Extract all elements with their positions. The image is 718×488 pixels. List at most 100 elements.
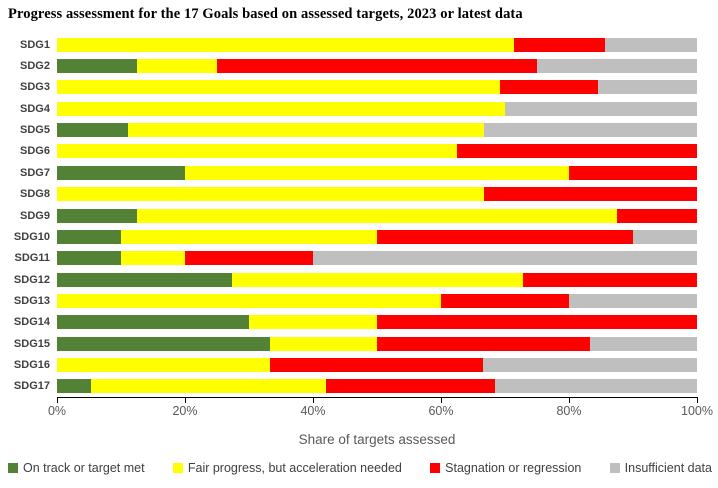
x-tick-label: 0% (47, 404, 67, 418)
legend-item: Stagnation or regression (430, 461, 581, 475)
bar-track (57, 358, 697, 373)
bar-segment (499, 80, 599, 95)
bar-segment (326, 379, 495, 394)
bar-segment (441, 293, 569, 308)
bar-segment (494, 379, 697, 394)
bar-segment (57, 358, 271, 373)
category-label-sdg9: SDG9 (20, 209, 50, 222)
bar-segment (121, 229, 377, 244)
bar-segment (377, 229, 633, 244)
y-axis-labels: SDG1 SDG2 SDG3 SDG4 SDG5 SDG6 SDG7 SDG8 SDG9 SDG1… (0, 34, 50, 397)
legend-swatch-icon (172, 463, 183, 473)
bar-segment (457, 144, 697, 159)
category-label-sdg13: SDG13 (13, 294, 50, 307)
bar-track (57, 144, 697, 159)
bar-row-sdg4 (57, 98, 697, 119)
bar-segment (569, 293, 697, 308)
bar-row-sdg3 (57, 77, 697, 98)
legend-swatch-icon (8, 463, 18, 473)
x-tick-label: 80% (556, 404, 582, 418)
category-label-sdg3: SDG3 (20, 81, 50, 94)
bar-segment (537, 59, 697, 74)
bar-segment (57, 123, 129, 138)
bar-track (57, 37, 697, 52)
bar-segment (57, 165, 185, 180)
bar-segment (633, 229, 697, 244)
category-label-sdg14: SDG14 (13, 316, 50, 329)
bar-segment (483, 123, 697, 138)
bar-segment (313, 251, 697, 266)
bar-row-sdg1 (57, 34, 697, 55)
category-label-sdg16: SDG16 (13, 359, 50, 372)
legend-item: Fair progress, but acceleration needed (172, 461, 402, 475)
category-label-sdg2: SDG2 (20, 60, 50, 73)
bar-segment (185, 251, 313, 266)
bar-row-sdg2 (57, 55, 697, 76)
bar-track (57, 80, 697, 95)
bar-segment (57, 37, 514, 52)
bar-row-sdg7 (57, 162, 697, 183)
bar-segment (376, 336, 591, 351)
bar-segment (483, 358, 697, 373)
bar-segment (217, 59, 537, 74)
bar-segment (57, 293, 441, 308)
bar-segment (231, 272, 523, 287)
bar-track (57, 293, 697, 308)
bar-row-sdg13 (57, 290, 697, 311)
x-tick-label: 40% (300, 404, 326, 418)
category-label-sdg5: SDG5 (20, 124, 50, 137)
x-tick-label: 100% (681, 404, 713, 418)
legend-label: Stagnation or regression (445, 461, 582, 475)
bar-segment (57, 272, 232, 287)
bar-track (57, 379, 697, 394)
legend-swatch-icon (430, 463, 441, 473)
bar-track (57, 187, 697, 202)
bar-row-sdg10 (57, 226, 697, 247)
chart-title: Progress assessment for the 17 Goals bas… (8, 6, 523, 22)
bar-segment (57, 379, 91, 394)
bar-track (57, 123, 697, 138)
category-label-sdg15: SDG15 (13, 337, 50, 350)
legend-label: Fair progress, but acceleration needed (187, 461, 402, 475)
legend-label: Insufficient data (624, 461, 712, 475)
bar-track (57, 59, 697, 74)
bar-segment (270, 336, 377, 351)
legend-label: On track or target met (23, 461, 145, 475)
bar-segment (483, 187, 697, 202)
bar-segment (57, 187, 484, 202)
legend-swatch-icon (609, 463, 620, 473)
bar-row-sdg5 (57, 119, 697, 140)
x-axis-title: Share of targets assessed (298, 432, 456, 447)
bar-segment (90, 379, 327, 394)
bars-area (57, 34, 697, 397)
bar-row-sdg16 (57, 354, 697, 375)
category-label-sdg4: SDG4 (20, 102, 50, 115)
bar-row-sdg8 (57, 184, 697, 205)
bar-segment (617, 208, 697, 223)
bar-segment (569, 165, 697, 180)
bar-segment (513, 37, 606, 52)
bar-row-sdg15 (57, 333, 697, 354)
category-label-sdg11: SDG11 (14, 252, 50, 265)
legend-item: On track or target met (8, 461, 145, 475)
category-label-sdg7: SDG7 (20, 166, 50, 179)
x-axis-line (57, 397, 698, 398)
x-tick-mark (57, 398, 58, 403)
bar-row-sdg9 (57, 205, 697, 226)
bar-segment (57, 144, 457, 159)
bar-track (57, 229, 697, 244)
bar-track (57, 208, 697, 223)
category-label-sdg8: SDG8 (20, 188, 50, 201)
x-tick-mark (569, 398, 570, 403)
legend-item: Insufficient data (609, 461, 712, 475)
x-tick-mark (697, 398, 698, 403)
bar-row-sdg11 (57, 248, 697, 269)
bar-track (57, 315, 697, 330)
category-label-sdg12: SDG12 (13, 273, 50, 286)
x-tick-label: 60% (428, 404, 454, 418)
bar-track (57, 165, 697, 180)
bar-segment (57, 336, 271, 351)
bar-segment (598, 80, 697, 95)
bar-segment (590, 336, 697, 351)
